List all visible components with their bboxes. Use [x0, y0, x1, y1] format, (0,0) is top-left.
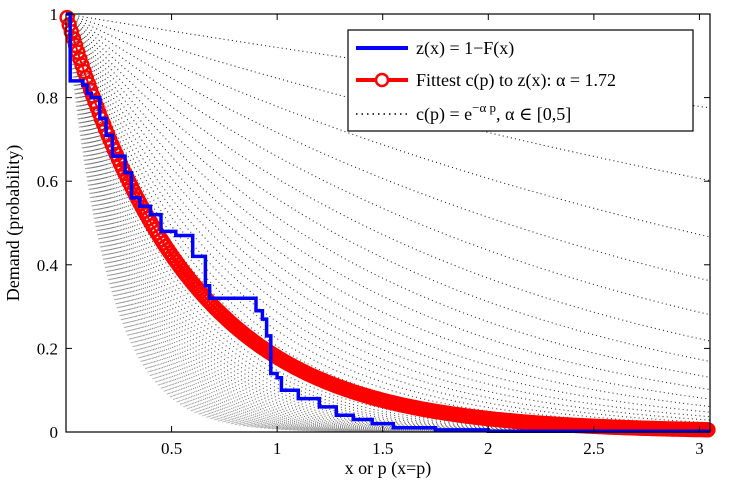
x-tick-label: 2.5	[583, 439, 604, 458]
x-tick-label: 0.5	[161, 439, 182, 458]
x-axis: 0.5 1 1.5 2 2.5 3	[161, 14, 704, 458]
x-tick-label: 1	[273, 439, 282, 458]
family-curve	[65, 13, 711, 429]
empirical-line	[66, 12, 710, 433]
y-tick-label: 1	[50, 5, 59, 24]
legend-family-label: c(p) = e−α p, α ∈ [0,5]	[416, 100, 571, 125]
family-curve	[65, 13, 711, 400]
family-curve	[65, 13, 711, 342]
family-curve	[65, 13, 711, 238]
family-curve	[65, 13, 711, 426]
empirical-step-line	[66, 12, 710, 433]
x-axis-title: x or p (x=p)	[345, 458, 432, 479]
y-tick-label: 0.6	[37, 172, 58, 191]
legend: z(x) = 1−F(x) Fittest c(p) to z(x): α = …	[347, 29, 694, 132]
x-tick-label: 1.5	[372, 439, 393, 458]
y-tick-label: 0.8	[37, 89, 58, 108]
family-curve	[65, 13, 710, 433]
family-curve	[65, 13, 711, 363]
family-curve	[65, 13, 710, 433]
x-tick-label: 3	[695, 439, 704, 458]
family-curve	[65, 13, 711, 316]
family-curve	[65, 13, 710, 432]
legend-fit-label: Fittest c(p) to z(x): α = 1.72	[416, 70, 616, 91]
plot-frame	[65, 13, 711, 433]
family-curve	[65, 13, 710, 433]
family-curve	[65, 13, 710, 433]
family-curve	[65, 13, 710, 433]
x-tick-label: 2	[484, 439, 493, 458]
family-curve	[65, 13, 711, 408]
fit-marker	[65, 31, 82, 47]
y-tick-label: 0	[50, 423, 59, 442]
family-curve	[65, 13, 710, 433]
y-axis: 0 0.2 0.4 0.6 0.8 1	[37, 5, 710, 442]
legend-family-exponent: −α p	[472, 100, 496, 115]
legend-fit-marker	[374, 72, 390, 88]
legend-family-rest: , α ∈ [0,5]	[496, 104, 571, 124]
family-curve	[65, 13, 711, 421]
family-curve	[65, 13, 710, 433]
y-tick-label: 0.2	[37, 339, 58, 358]
fit-marker	[59, 9, 75, 26]
legend-empirical-label: z(x) = 1−F(x)	[416, 38, 514, 59]
y-axis-title: Demand (probability)	[3, 145, 24, 301]
family-curve	[65, 13, 711, 433]
family-curve	[65, 13, 711, 424]
legend-family-main: c(p) = e	[416, 104, 472, 125]
y-tick-label: 0.4	[37, 256, 59, 275]
